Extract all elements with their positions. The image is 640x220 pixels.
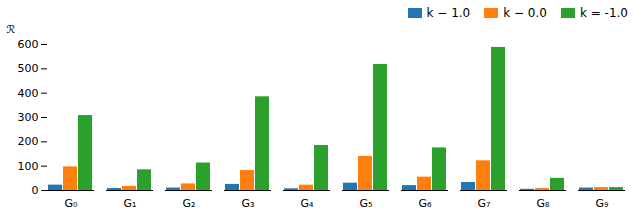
svg-text:G₁: G₁ — [124, 197, 137, 210]
svg-text:100: 100 — [18, 160, 39, 173]
svg-text:G₃: G₃ — [242, 197, 255, 210]
html-text:k = -1.0: k = -1.0 — [580, 6, 628, 20]
svg-text:200: 200 — [18, 135, 39, 148]
svg-text:ℛ: ℛ — [7, 23, 16, 36]
svg-text:G₅: G₅ — [360, 197, 373, 210]
svg-text:G₂: G₂ — [183, 197, 196, 210]
svg-text:300: 300 — [18, 111, 39, 124]
svg-text:G₀: G₀ — [65, 197, 79, 210]
html-text:k − 0.0: k − 0.0 — [503, 6, 547, 20]
html-text:k − 1.0: k − 1.0 — [426, 6, 471, 20]
svg-text:600: 600 — [18, 38, 39, 51]
svg-text:G₈: G₈ — [537, 197, 551, 210]
svg-text:400: 400 — [18, 87, 39, 100]
svg-text:G₄: G₄ — [301, 197, 315, 210]
svg-text:G₇: G₇ — [478, 197, 491, 210]
svg-text:0: 0 — [32, 184, 39, 197]
svg-text:G₆: G₆ — [419, 197, 433, 210]
svg-text:500: 500 — [18, 62, 39, 75]
svg-text:G₉: G₉ — [596, 197, 609, 210]
